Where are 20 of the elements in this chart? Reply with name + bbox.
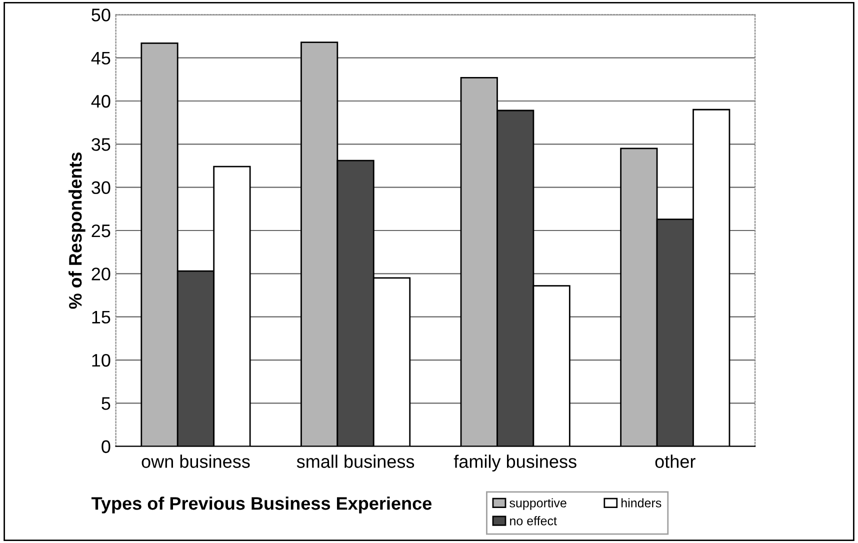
x-tick-label: own business — [142, 454, 250, 468]
y-tick-label: 5 — [102, 397, 110, 410]
x-axis-title: Types of Previous Business Experience — [91, 496, 432, 514]
y-tick-label: 35 — [92, 138, 110, 151]
y-axis-title: % of Respondents — [68, 152, 86, 309]
legend-label: hinders — [622, 498, 662, 508]
y-tick-label: 25 — [92, 224, 110, 238]
x-tick-label: other — [655, 454, 696, 468]
y-tick-label: 0 — [102, 440, 110, 454]
y-tick-label: 20 — [92, 268, 110, 280]
x-tick-label: family business — [454, 454, 576, 472]
y-tick-label: 50 — [92, 8, 110, 22]
x-tick-label: small business — [296, 454, 414, 468]
y-tick-label: 40 — [91, 94, 110, 108]
legend-label: supportive — [510, 498, 566, 510]
y-tick-label: 30 — [92, 181, 110, 194]
legend-label: no effect — [510, 516, 557, 526]
y-tick-label: 15 — [92, 310, 110, 324]
y-tick-label: 10 — [92, 354, 110, 367]
y-tick-label: 45 — [91, 52, 110, 65]
